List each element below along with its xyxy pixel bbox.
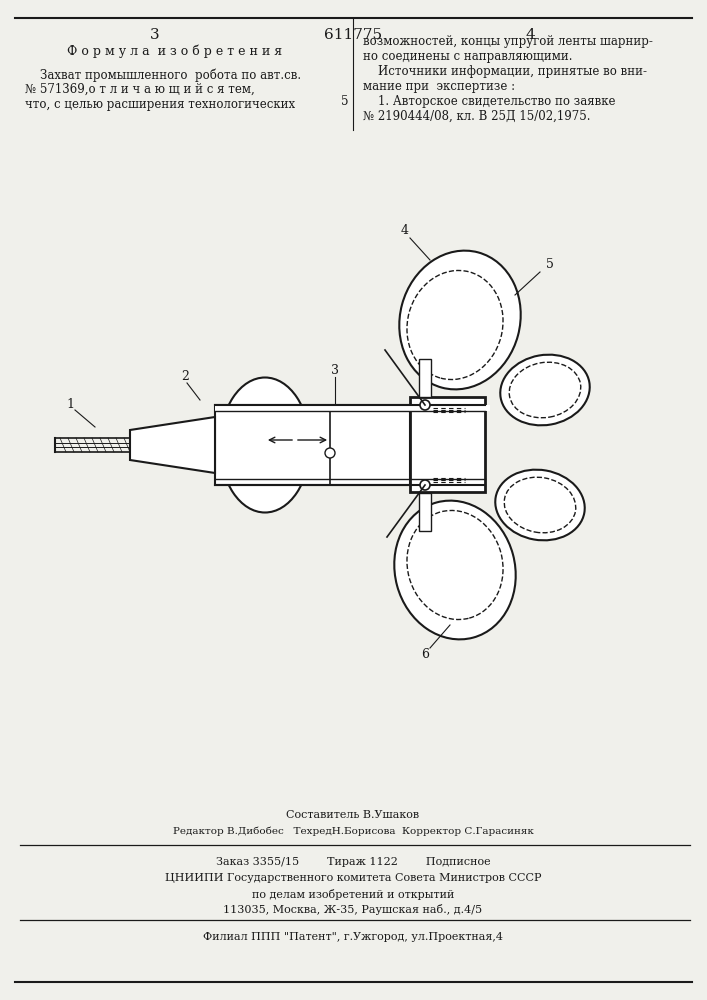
- Text: 113035, Москва, Ж-35, Раушская наб., д.4/5: 113035, Москва, Ж-35, Раушская наб., д.4…: [223, 904, 483, 915]
- Text: мание при  экспертизе :: мание при экспертизе :: [363, 80, 515, 93]
- Text: Захват промышленного  робота по авт.св.: Захват промышленного робота по авт.св.: [25, 68, 301, 82]
- Text: по делам изобретений и открытий: по делам изобретений и открытий: [252, 889, 454, 900]
- Circle shape: [420, 400, 430, 410]
- Text: Заказ 3355/15        Тираж 1122        Подписное: Заказ 3355/15 Тираж 1122 Подписное: [216, 857, 491, 867]
- Bar: [215, 405, 490, 411]
- Text: 611775: 611775: [324, 28, 382, 42]
- Text: ЦНИИПИ Государственного комитета Совета Министров СССР: ЦНИИПИ Государственного комитета Совета …: [165, 873, 542, 883]
- Circle shape: [420, 480, 430, 490]
- Text: 6: 6: [421, 648, 429, 662]
- Circle shape: [325, 448, 335, 458]
- Ellipse shape: [220, 377, 310, 512]
- Text: 3: 3: [150, 28, 160, 42]
- Text: 5: 5: [341, 95, 348, 108]
- Text: возможностей, концы упругой ленты шарнир-: возможностей, концы упругой ленты шарнир…: [363, 35, 653, 48]
- Ellipse shape: [496, 470, 585, 540]
- Text: 1: 1: [66, 398, 74, 412]
- Text: Филиал ППП "Патент", г.Ужгород, ул.Проектная,4: Филиал ППП "Патент", г.Ужгород, ул.Проек…: [203, 932, 503, 942]
- Bar: [419, 359, 431, 397]
- Bar: [215, 405, 410, 485]
- Bar: [419, 493, 431, 531]
- Ellipse shape: [501, 355, 590, 425]
- Text: Редактор В.Дибобес   ТехредН.Борисова  Корректор С.Гарасиняк: Редактор В.Дибобес ТехредН.Борисова Корр…: [173, 827, 534, 836]
- Text: Ф о р м у л а  и з о б р е т е н и я: Ф о р м у л а и з о б р е т е н и я: [67, 45, 283, 58]
- Text: 2: 2: [181, 370, 189, 383]
- Text: что, с целью расширения технологических: что, с целью расширения технологических: [25, 98, 295, 111]
- Text: 4: 4: [525, 28, 535, 42]
- Ellipse shape: [399, 251, 521, 389]
- Text: 5: 5: [546, 258, 554, 271]
- Polygon shape: [130, 417, 215, 473]
- Ellipse shape: [395, 501, 515, 639]
- Text: 1. Авторское свидетельство по заявке: 1. Авторское свидетельство по заявке: [363, 95, 616, 108]
- Text: Источники информации, принятые во вни-: Источники информации, принятые во вни-: [363, 65, 647, 78]
- Text: но соединены с направляющими.: но соединены с направляющими.: [363, 50, 573, 63]
- Text: 4: 4: [401, 224, 409, 236]
- Text: 3: 3: [331, 363, 339, 376]
- Bar: [410, 397, 485, 492]
- Text: № 2190444/08, кл. В 25Д 15/02,1975.: № 2190444/08, кл. В 25Д 15/02,1975.: [363, 110, 590, 123]
- Text: № 571369,о т л и ч а ю щ и й с я тем,: № 571369,о т л и ч а ю щ и й с я тем,: [25, 83, 255, 96]
- Text: Составитель В.Ушаков: Составитель В.Ушаков: [286, 810, 419, 820]
